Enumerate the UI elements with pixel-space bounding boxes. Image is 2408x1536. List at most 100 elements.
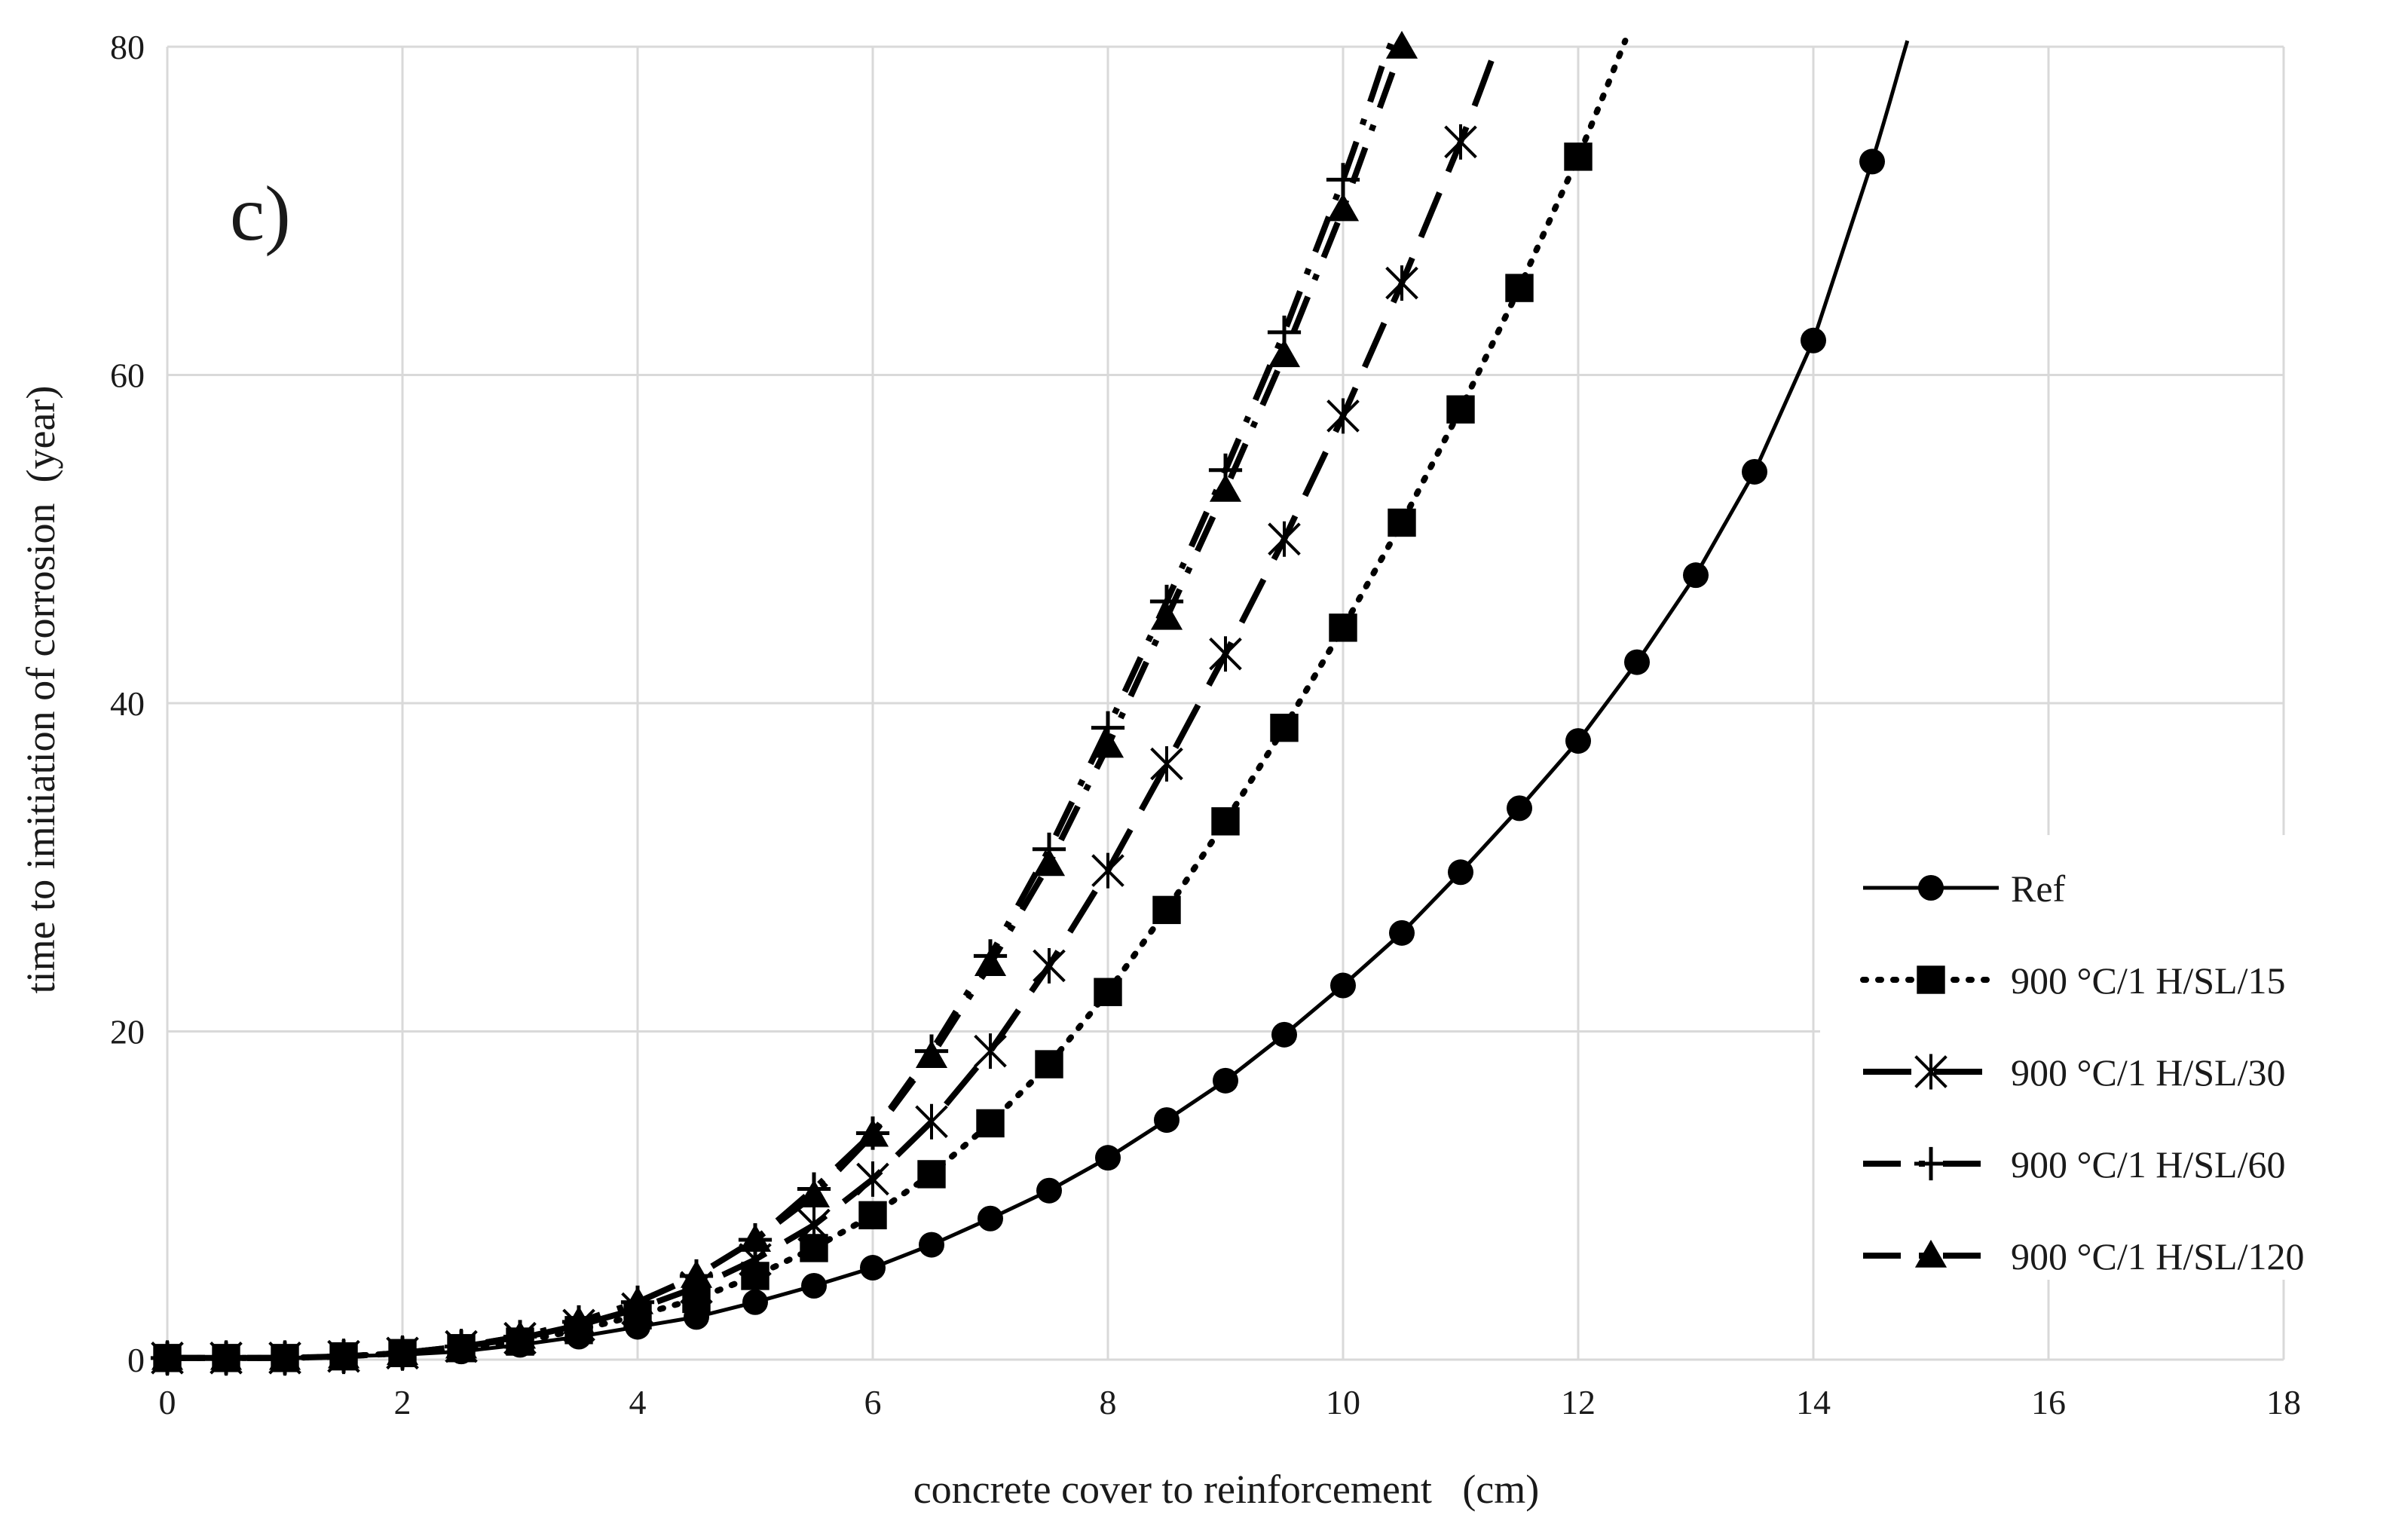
data-point-s4-13	[915, 1040, 948, 1068]
x-tick-label-1: 2	[394, 1383, 412, 1421]
data-point-s0-27	[1742, 458, 1767, 485]
data-point-s1-24	[1564, 142, 1593, 171]
data-point-s4-4	[386, 1337, 419, 1366]
tick-labels: 0 2 4 6 8 10 12 14 16 18 0 20 40 60 80	[110, 28, 2301, 1421]
legend-label-0: Ref	[2011, 867, 2066, 910]
data-point-s4-11	[797, 1180, 831, 1208]
legend-label-3: 900 °C/1 H/SL/60	[2011, 1143, 2285, 1186]
data-point-s0-18	[1213, 1067, 1238, 1094]
x-tick-label-5: 10	[1326, 1383, 1360, 1421]
data-point-s1-18	[1211, 807, 1240, 836]
data-point-s2-21	[1385, 265, 1418, 301]
x-tick-label-4: 8	[1100, 1383, 1117, 1421]
data-point-s2-12	[856, 1161, 889, 1197]
data-point-s4-1	[210, 1342, 243, 1370]
series-layer	[150, 30, 1910, 1376]
data-point-s4-16	[1091, 730, 1124, 758]
data-point-s0-19	[1271, 1021, 1297, 1048]
data-point-s4-8	[621, 1286, 654, 1314]
data-point-s0-17	[1154, 1107, 1180, 1134]
x-tick-label-3: 6	[864, 1383, 882, 1421]
data-point-s0-10	[742, 1289, 768, 1315]
data-point-s1-15	[1035, 1050, 1063, 1079]
data-point-s4-19	[1268, 339, 1301, 368]
x-tick-label-7: 14	[1796, 1383, 1831, 1421]
legend-item-0: Ref	[1863, 867, 2066, 910]
series-2	[151, 47, 1499, 1376]
data-point-s4-7	[562, 1305, 595, 1334]
data-point-s4-15	[1033, 848, 1066, 877]
data-point-s4-9	[680, 1259, 713, 1288]
legend-swatch-marker-4	[1914, 1239, 1948, 1268]
x-tick-label-6: 12	[1561, 1383, 1596, 1421]
data-point-s4-2	[268, 1342, 301, 1370]
panel-label: c)	[230, 170, 291, 257]
data-point-s4-5	[445, 1330, 478, 1359]
data-point-s0-15	[1036, 1177, 1062, 1204]
data-point-s0-29	[1859, 148, 1885, 175]
legend-item-3: 900 °C/1 H/SL/60	[1863, 1143, 2285, 1186]
data-point-s1-21	[1388, 508, 1416, 537]
data-point-s4-17	[1150, 601, 1183, 630]
data-point-s2-16	[1091, 852, 1124, 889]
data-point-s0-22	[1448, 859, 1473, 886]
data-point-s0-20	[1330, 972, 1356, 999]
data-point-s2-19	[1268, 521, 1301, 557]
data-point-s4-10	[739, 1223, 772, 1252]
data-point-s2-17	[1150, 746, 1183, 782]
data-point-s0-12	[860, 1255, 886, 1281]
data-point-s1-14	[976, 1109, 1005, 1138]
data-point-s0-21	[1389, 919, 1415, 946]
legend-swatch-marker-0	[1918, 875, 1944, 901]
series-line-1	[164, 38, 1629, 1361]
x-tick-label-9: 18	[2266, 1383, 2301, 1421]
data-point-s1-17	[1152, 895, 1181, 925]
grid-lines	[166, 45, 2285, 1361]
legend-swatch-marker-3	[1914, 1146, 1948, 1181]
data-point-s0-11	[801, 1273, 827, 1299]
data-point-s1-12	[858, 1201, 887, 1230]
y-tick-label-2: 40	[110, 684, 145, 723]
series-line-4	[167, 45, 1405, 1361]
y-axis-title: time to imitiation of corrosion (year)	[18, 386, 63, 994]
legend-swatch-marker-1	[1917, 965, 1945, 994]
data-point-s4-14	[974, 948, 1007, 977]
legend-swatch-marker-2	[1914, 1054, 1948, 1090]
data-point-s0-25	[1624, 649, 1650, 675]
y-tick-label-4: 80	[110, 28, 145, 66]
legend-label-4: 900 °C/1 H/SL/120	[2011, 1235, 2304, 1277]
data-point-s1-16	[1094, 978, 1122, 1006]
data-point-s1-22	[1446, 395, 1475, 424]
data-point-s1-13	[917, 1160, 946, 1189]
data-point-s0-24	[1565, 728, 1591, 754]
data-point-s2-13	[915, 1103, 948, 1140]
data-point-s4-21	[1385, 30, 1418, 59]
legend-label-2: 900 °C/1 H/SL/30	[2011, 1051, 2285, 1094]
data-point-s4-3	[327, 1340, 360, 1369]
legend-item-1: 900 °C/1 H/SL/15	[1860, 959, 2285, 1002]
series-4	[151, 30, 1418, 1370]
series-0	[155, 40, 1910, 1371]
data-point-s1-23	[1505, 274, 1534, 302]
data-point-s1-19	[1270, 713, 1299, 742]
data-point-s4-18	[1209, 473, 1242, 502]
legend-item-2: 900 °C/1 H/SL/30	[1863, 1051, 2285, 1094]
x-tick-label-8: 16	[2031, 1383, 2066, 1421]
legend-item-4: 900 °C/1 H/SL/120	[1863, 1235, 2304, 1277]
series-line-0	[167, 40, 1910, 1360]
series-line-3	[167, 38, 1402, 1361]
data-point-s0-13	[919, 1232, 944, 1258]
y-tick-label-0: 0	[127, 1341, 145, 1379]
data-point-s2-22	[1444, 124, 1477, 160]
legend-label-1: 900 °C/1 H/SL/15	[2011, 959, 2285, 1002]
data-point-s0-28	[1801, 327, 1826, 353]
data-point-s0-26	[1683, 562, 1709, 589]
y-tick-label-1: 20	[110, 1013, 145, 1051]
data-point-s4-6	[503, 1320, 537, 1349]
legend: Ref 900 °C/1 H/SL/15 900 °C/1 H/SL/30 900 °…	[1820, 835, 2408, 1280]
data-point-s2-18	[1209, 636, 1242, 672]
data-point-s4-12	[856, 1118, 889, 1147]
data-point-s0-23	[1507, 795, 1532, 822]
x-tick-label-2: 4	[629, 1383, 647, 1421]
